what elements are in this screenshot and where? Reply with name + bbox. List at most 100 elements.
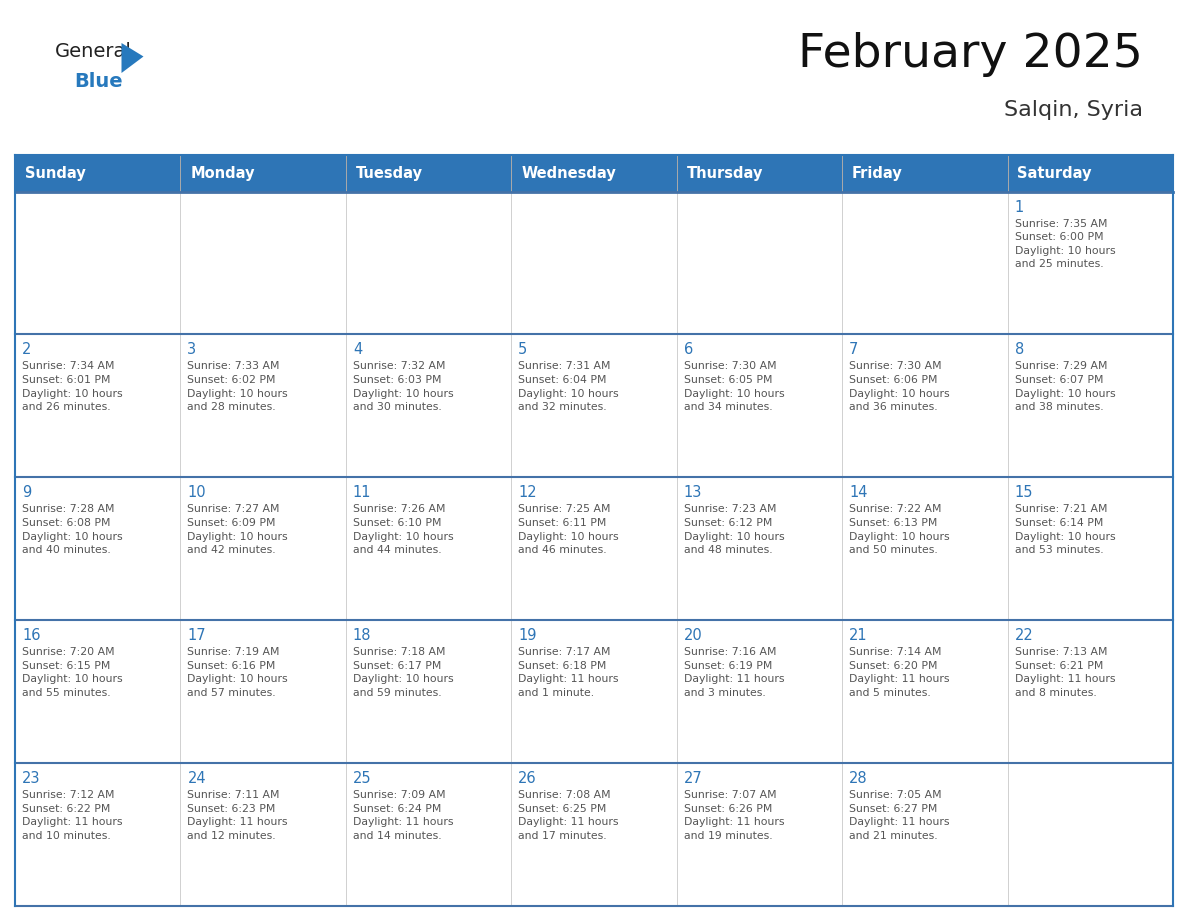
Text: 11: 11 xyxy=(353,486,372,500)
Text: 6: 6 xyxy=(684,342,693,357)
Text: Sunrise: 7:20 AM
Sunset: 6:15 PM
Daylight: 10 hours
and 55 minutes.: Sunrise: 7:20 AM Sunset: 6:15 PM Dayligh… xyxy=(23,647,122,698)
Text: 27: 27 xyxy=(684,771,702,786)
Text: 7: 7 xyxy=(849,342,859,357)
Bar xyxy=(15,621,181,763)
Bar xyxy=(346,621,511,763)
Text: Sunrise: 7:21 AM
Sunset: 6:14 PM
Daylight: 10 hours
and 53 minutes.: Sunrise: 7:21 AM Sunset: 6:14 PM Dayligh… xyxy=(1015,504,1116,555)
Text: 4: 4 xyxy=(353,342,362,357)
Text: Sunrise: 7:11 AM
Sunset: 6:23 PM
Daylight: 11 hours
and 12 minutes.: Sunrise: 7:11 AM Sunset: 6:23 PM Dayligh… xyxy=(188,790,287,841)
Text: Sunrise: 7:33 AM
Sunset: 6:02 PM
Daylight: 10 hours
and 28 minutes.: Sunrise: 7:33 AM Sunset: 6:02 PM Dayligh… xyxy=(188,362,287,412)
Bar xyxy=(511,477,677,621)
Bar xyxy=(842,763,1007,906)
Text: 17: 17 xyxy=(188,628,206,644)
Text: Sunrise: 7:12 AM
Sunset: 6:22 PM
Daylight: 11 hours
and 10 minutes.: Sunrise: 7:12 AM Sunset: 6:22 PM Dayligh… xyxy=(23,790,122,841)
Text: 23: 23 xyxy=(23,771,40,786)
Bar xyxy=(677,763,842,906)
Text: Sunday: Sunday xyxy=(25,166,86,181)
Text: 2: 2 xyxy=(23,342,31,357)
Text: 1: 1 xyxy=(1015,199,1024,215)
Bar xyxy=(842,192,1007,334)
Text: Tuesday: Tuesday xyxy=(355,166,423,181)
Bar xyxy=(15,334,181,477)
Text: 8: 8 xyxy=(1015,342,1024,357)
Text: 14: 14 xyxy=(849,486,867,500)
Bar xyxy=(181,763,346,906)
Text: Sunrise: 7:05 AM
Sunset: 6:27 PM
Daylight: 11 hours
and 21 minutes.: Sunrise: 7:05 AM Sunset: 6:27 PM Dayligh… xyxy=(849,790,949,841)
Text: Sunrise: 7:35 AM
Sunset: 6:00 PM
Daylight: 10 hours
and 25 minutes.: Sunrise: 7:35 AM Sunset: 6:00 PM Dayligh… xyxy=(1015,218,1116,269)
Bar xyxy=(346,334,511,477)
Bar xyxy=(677,192,842,334)
Text: 18: 18 xyxy=(353,628,372,644)
Text: 3: 3 xyxy=(188,342,196,357)
Text: Sunrise: 7:27 AM
Sunset: 6:09 PM
Daylight: 10 hours
and 42 minutes.: Sunrise: 7:27 AM Sunset: 6:09 PM Dayligh… xyxy=(188,504,287,555)
Text: Sunrise: 7:34 AM
Sunset: 6:01 PM
Daylight: 10 hours
and 26 minutes.: Sunrise: 7:34 AM Sunset: 6:01 PM Dayligh… xyxy=(23,362,122,412)
Text: Sunrise: 7:31 AM
Sunset: 6:04 PM
Daylight: 10 hours
and 32 minutes.: Sunrise: 7:31 AM Sunset: 6:04 PM Dayligh… xyxy=(518,362,619,412)
Text: 12: 12 xyxy=(518,486,537,500)
Text: 21: 21 xyxy=(849,628,867,644)
Bar xyxy=(15,192,181,334)
Text: Sunrise: 7:16 AM
Sunset: 6:19 PM
Daylight: 11 hours
and 3 minutes.: Sunrise: 7:16 AM Sunset: 6:19 PM Dayligh… xyxy=(684,647,784,698)
Text: Sunrise: 7:09 AM
Sunset: 6:24 PM
Daylight: 11 hours
and 14 minutes.: Sunrise: 7:09 AM Sunset: 6:24 PM Dayligh… xyxy=(353,790,454,841)
Bar xyxy=(181,477,346,621)
Text: 13: 13 xyxy=(684,486,702,500)
Bar xyxy=(346,763,511,906)
Text: 22: 22 xyxy=(1015,628,1034,644)
Text: 15: 15 xyxy=(1015,486,1034,500)
Text: 20: 20 xyxy=(684,628,702,644)
Bar xyxy=(1007,192,1173,334)
Text: Sunrise: 7:17 AM
Sunset: 6:18 PM
Daylight: 11 hours
and 1 minute.: Sunrise: 7:17 AM Sunset: 6:18 PM Dayligh… xyxy=(518,647,619,698)
Text: Sunrise: 7:22 AM
Sunset: 6:13 PM
Daylight: 10 hours
and 50 minutes.: Sunrise: 7:22 AM Sunset: 6:13 PM Dayligh… xyxy=(849,504,949,555)
Bar xyxy=(1007,763,1173,906)
Text: 26: 26 xyxy=(518,771,537,786)
Bar xyxy=(842,334,1007,477)
Bar xyxy=(677,477,842,621)
Bar xyxy=(842,477,1007,621)
Bar xyxy=(15,763,181,906)
Bar xyxy=(511,192,677,334)
Bar xyxy=(181,192,346,334)
Text: Sunrise: 7:19 AM
Sunset: 6:16 PM
Daylight: 10 hours
and 57 minutes.: Sunrise: 7:19 AM Sunset: 6:16 PM Dayligh… xyxy=(188,647,287,698)
Bar xyxy=(181,621,346,763)
Text: Sunrise: 7:26 AM
Sunset: 6:10 PM
Daylight: 10 hours
and 44 minutes.: Sunrise: 7:26 AM Sunset: 6:10 PM Dayligh… xyxy=(353,504,454,555)
Bar xyxy=(842,621,1007,763)
Text: Salqin, Syria: Salqin, Syria xyxy=(1004,100,1143,120)
Text: Wednesday: Wednesday xyxy=(522,166,615,181)
Text: 24: 24 xyxy=(188,771,206,786)
Text: 25: 25 xyxy=(353,771,372,786)
Text: Sunrise: 7:07 AM
Sunset: 6:26 PM
Daylight: 11 hours
and 19 minutes.: Sunrise: 7:07 AM Sunset: 6:26 PM Dayligh… xyxy=(684,790,784,841)
Text: Sunrise: 7:14 AM
Sunset: 6:20 PM
Daylight: 11 hours
and 5 minutes.: Sunrise: 7:14 AM Sunset: 6:20 PM Dayligh… xyxy=(849,647,949,698)
Bar xyxy=(15,477,181,621)
Text: 10: 10 xyxy=(188,486,206,500)
Bar xyxy=(346,192,511,334)
Text: 5: 5 xyxy=(518,342,527,357)
Polygon shape xyxy=(121,43,144,73)
Text: Thursday: Thursday xyxy=(687,166,763,181)
Text: Saturday: Saturday xyxy=(1017,166,1092,181)
Text: Sunrise: 7:32 AM
Sunset: 6:03 PM
Daylight: 10 hours
and 30 minutes.: Sunrise: 7:32 AM Sunset: 6:03 PM Dayligh… xyxy=(353,362,454,412)
Bar xyxy=(511,334,677,477)
Bar xyxy=(677,621,842,763)
Text: Friday: Friday xyxy=(852,166,903,181)
Bar xyxy=(1007,477,1173,621)
Text: Monday: Monday xyxy=(190,166,255,181)
Text: General: General xyxy=(55,42,132,61)
Bar xyxy=(677,334,842,477)
Text: 19: 19 xyxy=(518,628,537,644)
Text: Sunrise: 7:23 AM
Sunset: 6:12 PM
Daylight: 10 hours
and 48 minutes.: Sunrise: 7:23 AM Sunset: 6:12 PM Dayligh… xyxy=(684,504,784,555)
Text: Sunrise: 7:30 AM
Sunset: 6:05 PM
Daylight: 10 hours
and 34 minutes.: Sunrise: 7:30 AM Sunset: 6:05 PM Dayligh… xyxy=(684,362,784,412)
Text: 28: 28 xyxy=(849,771,867,786)
Text: Sunrise: 7:29 AM
Sunset: 6:07 PM
Daylight: 10 hours
and 38 minutes.: Sunrise: 7:29 AM Sunset: 6:07 PM Dayligh… xyxy=(1015,362,1116,412)
Bar xyxy=(1007,621,1173,763)
Bar xyxy=(181,334,346,477)
Text: Sunrise: 7:25 AM
Sunset: 6:11 PM
Daylight: 10 hours
and 46 minutes.: Sunrise: 7:25 AM Sunset: 6:11 PM Dayligh… xyxy=(518,504,619,555)
Bar xyxy=(346,477,511,621)
Text: Sunrise: 7:18 AM
Sunset: 6:17 PM
Daylight: 10 hours
and 59 minutes.: Sunrise: 7:18 AM Sunset: 6:17 PM Dayligh… xyxy=(353,647,454,698)
Text: 16: 16 xyxy=(23,628,40,644)
Bar xyxy=(511,763,677,906)
Text: Sunrise: 7:28 AM
Sunset: 6:08 PM
Daylight: 10 hours
and 40 minutes.: Sunrise: 7:28 AM Sunset: 6:08 PM Dayligh… xyxy=(23,504,122,555)
Text: February 2025: February 2025 xyxy=(798,32,1143,77)
Bar xyxy=(15,155,1173,192)
Bar xyxy=(511,621,677,763)
Bar xyxy=(1007,334,1173,477)
Text: Sunrise: 7:08 AM
Sunset: 6:25 PM
Daylight: 11 hours
and 17 minutes.: Sunrise: 7:08 AM Sunset: 6:25 PM Dayligh… xyxy=(518,790,619,841)
